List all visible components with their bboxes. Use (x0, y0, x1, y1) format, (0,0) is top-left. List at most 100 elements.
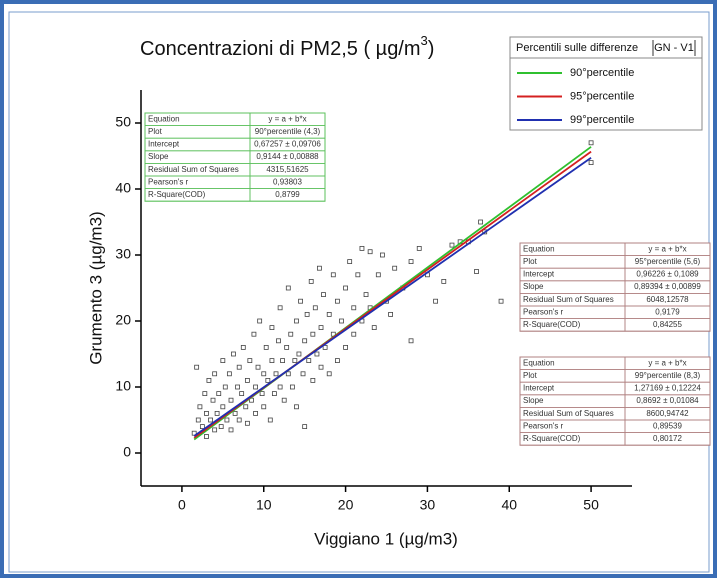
data-point (263, 344, 269, 350)
table-value: 0,84255 (653, 320, 682, 329)
table-label: Residual Sum of Squares (148, 165, 239, 174)
data-point (235, 384, 240, 390)
table-label: Pearson's r (148, 177, 189, 186)
table-value: 0,80172 (653, 434, 682, 443)
data-point (375, 272, 381, 278)
table-cell (624, 432, 711, 446)
table-value: 0,8692 ± 0,01084 (636, 396, 699, 405)
data-point (228, 427, 234, 433)
data-point (294, 318, 299, 324)
data-point (232, 410, 238, 416)
data-point (271, 391, 277, 397)
table-cell (624, 318, 711, 332)
table-label: Plot (148, 127, 163, 136)
data-point (310, 331, 316, 337)
table-value: 0,67257 ± 0,09706 (254, 140, 321, 149)
data-point (265, 377, 271, 383)
data-point (281, 397, 287, 403)
data-point (408, 259, 414, 265)
table-label: Slope (148, 152, 169, 161)
table-value: 0,93803 (273, 177, 302, 186)
x-tick-label: 30 (420, 497, 436, 513)
table-value: 95°percentile (5,6) (635, 257, 701, 266)
table-label: Equation (523, 358, 555, 367)
data-point (285, 285, 291, 291)
data-point (210, 397, 216, 403)
data-point (298, 298, 303, 304)
data-point (220, 358, 226, 364)
table-bg (519, 356, 711, 446)
data-point (197, 404, 203, 410)
data-point (316, 265, 322, 271)
data-point (300, 371, 306, 377)
data-point (204, 410, 209, 416)
data-point (277, 384, 283, 390)
legend-label: 90°percentile (570, 67, 634, 79)
data-point (253, 384, 258, 390)
table-label: Pearson's r (523, 421, 564, 430)
table-bg (519, 242, 711, 332)
x-axis-label: Viggiano 1 (µg/m3) (314, 529, 458, 548)
data-point (226, 371, 232, 377)
legend-box (509, 36, 703, 131)
table-value: 99°percentile (8,3) (635, 371, 701, 380)
data-point (261, 404, 267, 410)
data-point (408, 338, 414, 344)
y-tick-label: 30 (115, 246, 131, 262)
data-point (214, 410, 220, 416)
data-point (326, 371, 332, 377)
data-point (253, 410, 258, 416)
legend-title-box: GN - V1 (654, 42, 694, 54)
data-point (212, 371, 218, 377)
data-point (276, 338, 281, 344)
table-label: Equation (523, 244, 555, 253)
data-point (380, 252, 385, 258)
data-point (322, 344, 328, 350)
y-tick-label: 20 (115, 312, 131, 328)
x-tick-label: 10 (256, 497, 272, 513)
data-point (343, 285, 348, 291)
data-point (206, 377, 212, 383)
table-label: Slope (523, 282, 544, 291)
data-point (261, 371, 267, 377)
table-label: Pearson's r (523, 307, 564, 316)
data-point (199, 424, 205, 430)
table-label: Residual Sum of Squares (523, 295, 614, 304)
data-point (194, 364, 200, 370)
data-point (204, 434, 209, 439)
table-label: Equation (148, 114, 180, 123)
table-value: 0,9179 (655, 307, 680, 316)
table-cell (249, 188, 326, 202)
data-point (195, 417, 201, 423)
data-point (292, 358, 298, 364)
legend-label: 95°percentile (570, 90, 634, 102)
table-value: 90°percentile (4,3) (255, 127, 321, 136)
data-point (388, 311, 393, 317)
data-point (343, 344, 348, 350)
data-point (314, 351, 320, 357)
data-point (339, 318, 344, 324)
data-point (284, 344, 290, 350)
table-value: y = a + b*x (648, 358, 686, 367)
data-point (588, 160, 594, 166)
fit-line (193, 157, 592, 437)
data-point (202, 391, 208, 397)
y-axis-label: Grumento 3 (µg/m3) (86, 211, 105, 364)
table-label: R-Square(COD) (523, 320, 581, 329)
data-point (302, 338, 308, 344)
data-point (433, 298, 439, 304)
data-point (216, 391, 222, 397)
data-point (269, 358, 275, 364)
legend-label: 99°percentile (570, 114, 634, 126)
data-point (351, 331, 357, 337)
data-point (218, 424, 224, 430)
data-point (288, 331, 294, 337)
data-point (359, 245, 365, 251)
data-point (351, 305, 357, 311)
data-point (588, 140, 594, 146)
data-point (208, 417, 213, 423)
table-bg (144, 112, 326, 202)
table-label: Intercept (523, 270, 555, 279)
y-tick-label: 40 (115, 180, 131, 196)
data-point (247, 358, 253, 364)
